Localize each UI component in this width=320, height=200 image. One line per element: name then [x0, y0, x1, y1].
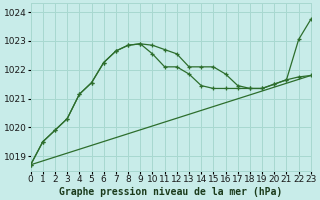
X-axis label: Graphe pression niveau de la mer (hPa): Graphe pression niveau de la mer (hPa) — [59, 186, 282, 197]
